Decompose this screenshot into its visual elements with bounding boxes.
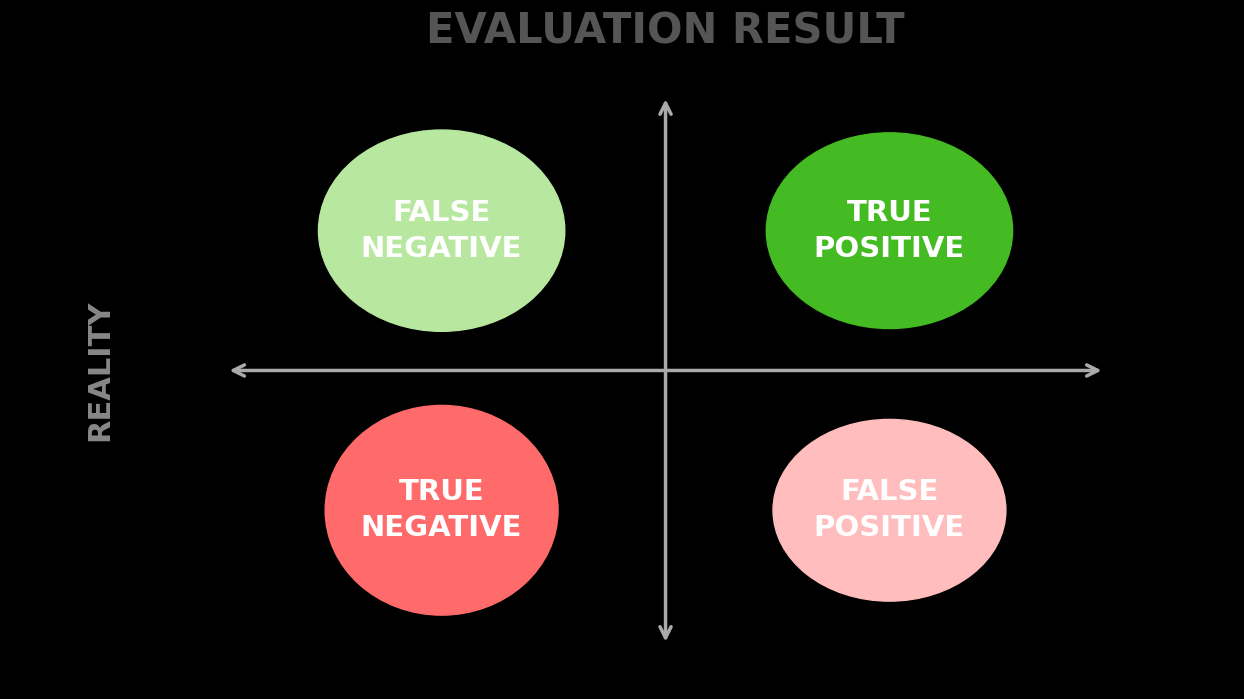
Text: FALSE
NEGATIVE: FALSE NEGATIVE bbox=[361, 199, 522, 263]
Ellipse shape bbox=[325, 405, 559, 615]
Text: TRUE
POSITIVE: TRUE POSITIVE bbox=[814, 199, 965, 263]
Ellipse shape bbox=[766, 133, 1013, 329]
Ellipse shape bbox=[318, 130, 565, 331]
Ellipse shape bbox=[773, 419, 1006, 601]
Text: TRUE
NEGATIVE: TRUE NEGATIVE bbox=[361, 478, 522, 542]
Text: REALITY: REALITY bbox=[85, 300, 114, 441]
Text: FALSE
POSITIVE: FALSE POSITIVE bbox=[814, 478, 965, 542]
Text: EVALUATION RESULT: EVALUATION RESULT bbox=[427, 10, 904, 52]
